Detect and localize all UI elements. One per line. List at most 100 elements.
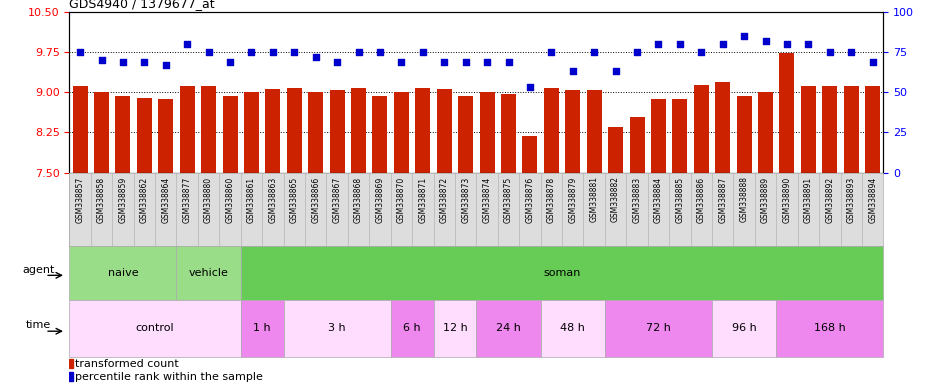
Text: GSM338858: GSM338858: [97, 177, 106, 223]
Bar: [116, 96, 130, 173]
Text: GSM338877: GSM338877: [183, 177, 191, 223]
Point: [694, 49, 709, 55]
Point: [672, 41, 687, 47]
Bar: [865, 86, 881, 173]
Text: GSM338874: GSM338874: [483, 177, 491, 223]
Text: 3 h: 3 h: [328, 323, 346, 333]
Bar: [715, 83, 730, 173]
Text: GSM338866: GSM338866: [311, 177, 320, 223]
Point: [780, 41, 795, 47]
Text: 72 h: 72 h: [646, 323, 671, 333]
Text: GSM338878: GSM338878: [547, 177, 556, 223]
Text: GSM338861: GSM338861: [247, 177, 256, 223]
Text: GSM338870: GSM338870: [397, 177, 406, 223]
Bar: [672, 99, 687, 173]
Bar: [586, 90, 601, 173]
Text: GDS4940 / 1379677_at: GDS4940 / 1379677_at: [69, 0, 215, 10]
Bar: [523, 136, 537, 173]
Point: [609, 68, 623, 74]
Text: 12 h: 12 h: [442, 323, 467, 333]
Text: GSM338884: GSM338884: [654, 177, 663, 223]
Text: GSM338862: GSM338862: [140, 177, 149, 223]
Bar: [244, 92, 259, 173]
Bar: [415, 88, 430, 173]
Text: 24 h: 24 h: [496, 323, 521, 333]
Text: GSM338890: GSM338890: [783, 177, 792, 223]
Bar: [390, 300, 434, 357]
Text: GSM338880: GSM338880: [204, 177, 213, 223]
Bar: [69, 372, 73, 381]
Point: [179, 41, 194, 47]
Point: [223, 58, 238, 65]
Text: GSM338860: GSM338860: [226, 177, 235, 223]
Text: GSM338857: GSM338857: [76, 177, 84, 223]
Point: [329, 58, 344, 65]
Bar: [479, 92, 495, 173]
Text: GSM338873: GSM338873: [462, 177, 470, 223]
Bar: [69, 359, 73, 368]
Bar: [540, 300, 605, 357]
Point: [822, 49, 837, 55]
Text: GSM338892: GSM338892: [825, 177, 834, 223]
Point: [586, 49, 601, 55]
Bar: [94, 92, 109, 173]
Bar: [265, 89, 280, 173]
Bar: [158, 99, 173, 173]
Text: GSM338869: GSM338869: [376, 177, 385, 223]
Bar: [201, 86, 216, 173]
Bar: [544, 88, 559, 173]
Bar: [605, 300, 712, 357]
Point: [158, 62, 173, 68]
Bar: [394, 92, 409, 173]
Text: GSM338886: GSM338886: [697, 177, 706, 223]
Bar: [177, 246, 240, 300]
Text: agent: agent: [22, 265, 55, 275]
Text: time: time: [26, 320, 51, 331]
Bar: [694, 85, 709, 173]
Point: [308, 54, 323, 60]
Point: [565, 68, 580, 74]
Bar: [651, 99, 666, 173]
Text: GSM338876: GSM338876: [525, 177, 535, 223]
Text: GSM338867: GSM338867: [333, 177, 341, 223]
Text: GSM338893: GSM338893: [846, 177, 856, 223]
Bar: [352, 88, 366, 173]
Point: [501, 58, 516, 65]
Bar: [822, 86, 837, 173]
Point: [544, 49, 559, 55]
Point: [715, 41, 730, 47]
Bar: [240, 300, 284, 357]
Text: GSM338891: GSM338891: [804, 177, 813, 223]
Text: soman: soman: [543, 268, 581, 278]
Text: GSM338864: GSM338864: [161, 177, 170, 223]
Point: [73, 49, 88, 55]
Text: GSM338859: GSM338859: [118, 177, 128, 223]
Text: GSM338872: GSM338872: [439, 177, 449, 223]
Point: [415, 49, 430, 55]
Bar: [458, 96, 474, 173]
Point: [437, 58, 451, 65]
Point: [94, 57, 109, 63]
Point: [651, 41, 666, 47]
Text: GSM338871: GSM338871: [418, 177, 427, 223]
Text: control: control: [136, 323, 175, 333]
Point: [801, 41, 816, 47]
Bar: [437, 89, 451, 173]
Text: GSM338887: GSM338887: [718, 177, 727, 223]
Text: 6 h: 6 h: [403, 323, 421, 333]
Bar: [780, 53, 795, 173]
Text: vehicle: vehicle: [189, 268, 228, 278]
Point: [394, 58, 409, 65]
Bar: [329, 90, 345, 173]
Bar: [287, 88, 302, 173]
Bar: [69, 300, 240, 357]
Text: GSM338889: GSM338889: [761, 177, 770, 223]
Text: GSM338894: GSM338894: [869, 177, 877, 223]
Bar: [801, 86, 816, 173]
Bar: [844, 86, 858, 173]
Bar: [308, 92, 323, 173]
Point: [373, 49, 388, 55]
Point: [287, 49, 302, 55]
Point: [630, 49, 645, 55]
Text: 168 h: 168 h: [814, 323, 845, 333]
